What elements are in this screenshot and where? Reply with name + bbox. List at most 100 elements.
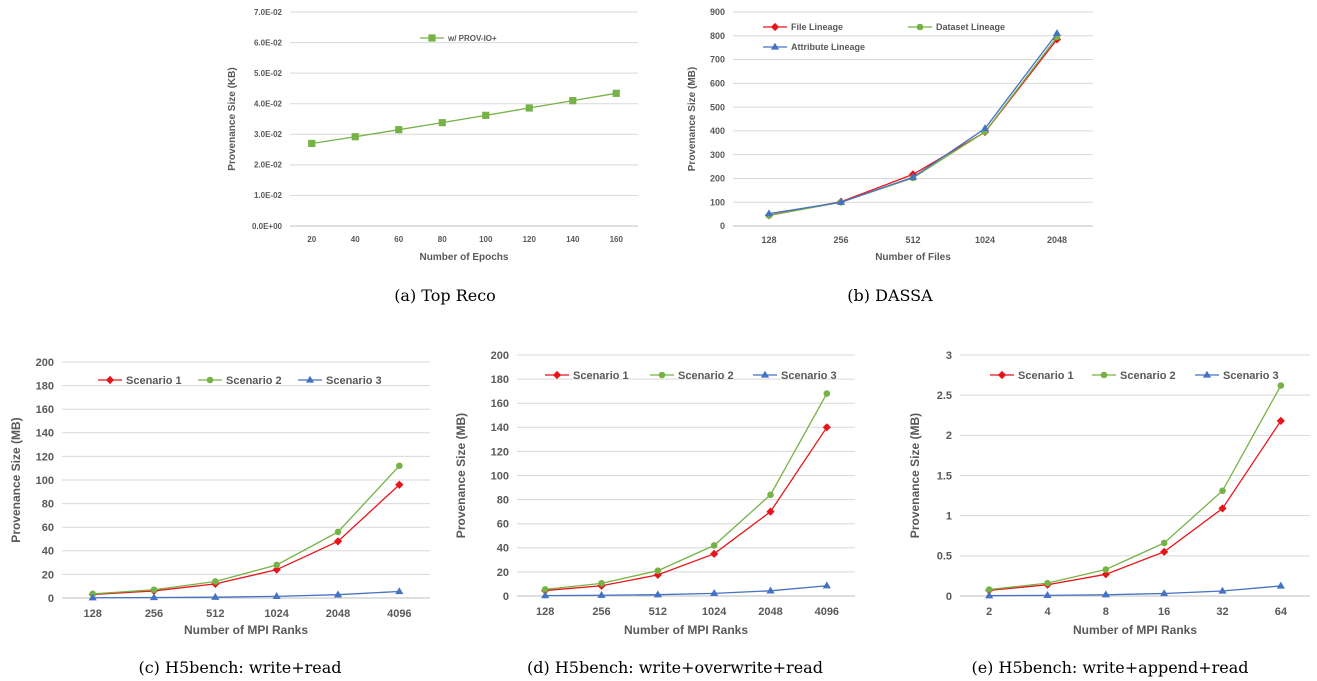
legend-label: Scenario 3 bbox=[781, 370, 837, 382]
caption-dassa: (b) DASSA bbox=[847, 286, 933, 305]
x-tick-label: 40 bbox=[351, 235, 360, 244]
y-tick-label: 900 bbox=[710, 7, 725, 17]
y-tick-label: 0 bbox=[48, 593, 54, 605]
series-line bbox=[768, 33, 1058, 215]
x-tick-label: 160 bbox=[610, 235, 624, 244]
legend-marker bbox=[770, 42, 780, 50]
series-line bbox=[92, 590, 400, 599]
legend: w/ PROV-IO+ bbox=[420, 34, 497, 43]
y-axis: 0 20 40 60 80 100 120 140 160 180 200 bbox=[36, 357, 54, 605]
y-tick-label: 4.0E-02 bbox=[254, 100, 283, 109]
x-tick-label: 16 bbox=[1158, 606, 1170, 618]
chart-panel-write-append-read: 0 0.5 1 1.5 2 2.5 3 2 4 8 16 32 64 Number of MPI Rank… bbox=[905, 350, 1315, 650]
series-line bbox=[768, 36, 1058, 217]
x-axis: 128 256 512 1024 2048 4096 bbox=[536, 606, 839, 618]
y-tick-label: 60 bbox=[497, 519, 509, 531]
y-tick-label: 200 bbox=[491, 350, 509, 362]
x-tick-label: 80 bbox=[438, 235, 447, 244]
series-line bbox=[768, 38, 1058, 216]
legend-label: Attribute Lineage bbox=[791, 42, 865, 52]
y-tick-label: 60 bbox=[42, 522, 54, 534]
series-scenario-3 bbox=[985, 581, 1285, 599]
x-tick-label: 128 bbox=[761, 235, 776, 245]
data-point bbox=[1043, 591, 1052, 598]
chart-panel-write-read: 0 20 40 60 80 100 120 140 160 180 200 128 256 512 1024… bbox=[0, 350, 440, 650]
legend-marker bbox=[658, 371, 666, 379]
gridlines bbox=[960, 354, 1310, 557]
y-tick-label: 6.0E-02 bbox=[254, 38, 283, 47]
legend-marker bbox=[206, 376, 214, 384]
data-point bbox=[1160, 547, 1169, 556]
y-axis-title: Provenance Size (KB) bbox=[227, 67, 238, 170]
legend: File Lineage Dataset Lineage Attribute Lin… bbox=[763, 22, 1005, 52]
y-tick-label: 0.0E+00 bbox=[252, 222, 283, 231]
x-tick-label: 64 bbox=[1275, 606, 1288, 618]
chart-write-overwrite-read: 0 20 40 60 80 100 120 140 160 180 200 128 256 512 1024… bbox=[454, 350, 855, 637]
series-scenario-2 bbox=[541, 390, 831, 593]
data-point bbox=[1102, 566, 1110, 573]
legend-label: File Lineage bbox=[791, 22, 843, 32]
y-tick-label: 100 bbox=[710, 197, 725, 207]
data-point bbox=[1044, 579, 1051, 587]
chart-panel-dassa: 0 100 200 300 400 500 600 700 800 900 128 256 512 102… bbox=[683, 0, 1103, 270]
data-point bbox=[1160, 539, 1168, 547]
data-point bbox=[272, 592, 281, 599]
data-point bbox=[149, 593, 159, 601]
data-point bbox=[541, 591, 550, 599]
x-axis: 128 256 512 1024 2048 bbox=[761, 235, 1067, 245]
x-tick-label: 256 bbox=[592, 606, 610, 618]
gridlines bbox=[517, 354, 855, 573]
legend-marker bbox=[770, 22, 780, 32]
data-point bbox=[836, 197, 846, 205]
y-tick-label: 180 bbox=[491, 374, 509, 386]
series-line bbox=[989, 420, 1282, 592]
legend-item-w-prov-io: w/ PROV-IO+ bbox=[420, 34, 497, 43]
x-tick-label: 2048 bbox=[326, 608, 350, 620]
legend-marker bbox=[1100, 371, 1108, 379]
y-tick-label: 160 bbox=[36, 404, 54, 416]
series-scenario-1 bbox=[88, 480, 404, 599]
y-tick-label: 0 bbox=[720, 221, 725, 231]
y-tick-label: 7.0E-02 bbox=[254, 8, 283, 17]
series-line bbox=[92, 465, 400, 595]
legend-label: Scenario 2 bbox=[1120, 370, 1176, 382]
data-point bbox=[1276, 581, 1285, 589]
x-tick-label: 20 bbox=[307, 235, 316, 244]
caption-write-overwrite-read: (d) H5bench: write+overwrite+read bbox=[527, 658, 823, 677]
legend-item-scenario-1: Scenario 1 bbox=[545, 370, 629, 382]
series-scenario-1 bbox=[985, 416, 1285, 595]
x-axis-title: Number of Files bbox=[875, 252, 951, 263]
y-tick-label: 20 bbox=[42, 569, 54, 581]
data-point bbox=[211, 592, 220, 600]
legend-marker bbox=[552, 370, 562, 380]
data-point bbox=[985, 586, 993, 593]
data-point bbox=[908, 172, 918, 180]
y-tick-label: 80 bbox=[497, 494, 509, 506]
chart-dassa: 0 100 200 300 400 500 600 700 800 900 128 256 512 102… bbox=[687, 7, 1093, 263]
legend-marker bbox=[760, 370, 770, 378]
legend-label: Scenario 1 bbox=[1018, 370, 1074, 382]
x-axis: 2 4 8 16 32 64 bbox=[986, 606, 1288, 618]
y-tick-label: 0.5 bbox=[937, 551, 952, 563]
series-line bbox=[545, 426, 828, 592]
caption-top-reco: (a) Top Reco bbox=[394, 286, 496, 305]
series-scenario-2 bbox=[89, 462, 403, 598]
x-tick-label: 128 bbox=[536, 606, 554, 618]
legend-item-file-lineage: File Lineage bbox=[763, 22, 843, 32]
legend-marker bbox=[997, 370, 1007, 380]
chart-write-read: 0 20 40 60 80 100 120 140 160 180 200 128 256 512 1024… bbox=[9, 357, 430, 637]
y-axis-title: Provenance Size (MB) bbox=[908, 413, 922, 538]
legend-label: Scenario 2 bbox=[678, 370, 734, 382]
data-point bbox=[1218, 586, 1227, 594]
data-point bbox=[333, 590, 343, 598]
x-axis-title: Number of MPI Ranks bbox=[184, 623, 308, 637]
y-tick-label: 180 bbox=[36, 380, 54, 392]
series-scenario-3 bbox=[541, 581, 831, 599]
x-axis-title: Number of MPI Ranks bbox=[624, 623, 748, 637]
y-axis: 0 0.5 1 1.5 2 2.5 3 bbox=[937, 350, 952, 603]
data-point bbox=[653, 590, 662, 598]
x-tick-label: 4096 bbox=[387, 608, 411, 620]
y-tick-label: 140 bbox=[36, 428, 54, 440]
y-tick-label: 0 bbox=[946, 591, 952, 603]
legend-label: w/ PROV-IO+ bbox=[447, 34, 497, 43]
